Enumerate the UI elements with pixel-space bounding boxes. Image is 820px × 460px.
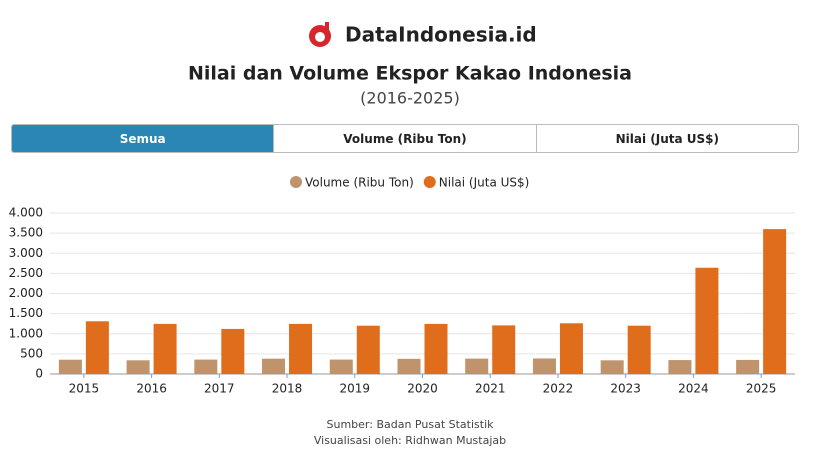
legend-label: Volume (Ribu Ton) [305,176,414,190]
bar [85,321,109,374]
tab[interactable]: Volume (Ribu Ton) [273,125,535,152]
bar [356,325,380,374]
y-tick-label: 4.000 [9,206,43,220]
bar [262,358,286,374]
bar [465,358,489,374]
bar [736,359,760,374]
bar [126,360,150,374]
legend-marker [423,176,436,188]
x-tick-label: 2019 [339,382,370,396]
bar [600,360,624,374]
bar [221,328,245,374]
legend-marker [290,176,302,188]
y-tick-label: 3.500 [9,226,43,240]
tab[interactable]: Semua [12,125,274,152]
x-tick-label: 2024 [678,382,709,396]
y-tick-label: 0 [35,367,43,381]
x-tick-label: 2023 [610,382,641,396]
bar [289,323,313,374]
y-tick-label: 1.000 [9,326,43,340]
bar [763,229,787,374]
bar [695,267,719,374]
tab[interactable]: Nilai (Juta US$) [535,125,798,152]
x-tick-label: 2016 [136,382,167,396]
y-tick-label: 3.000 [9,246,43,260]
bar [532,358,556,374]
bar [58,359,82,374]
y-tick-label: 2.000 [9,286,43,300]
bar [153,323,177,374]
bar [492,325,516,374]
x-tick-label: 2017 [204,382,235,396]
credit: Visualisasi oleh: Ridhwan Mustajab [314,434,506,447]
x-tick-label: 2022 [543,382,574,396]
bar [424,323,448,374]
bar [329,359,353,374]
brand: DataIndonesia.id [345,23,537,47]
logo [309,22,331,47]
y-tick-label: 1.500 [9,306,43,320]
x-tick-label: 2018 [272,382,303,396]
bar [559,323,583,374]
bar [627,325,651,374]
legend-label: Nilai (Juta US$) [439,176,530,190]
bar [668,360,692,374]
source: Sumber: Badan Pusat Statistik [327,418,495,431]
tab-bar: Semua Volume (Ribu Ton) Nilai (Juta US$) [11,124,799,153]
chart-title: Nilai dan Volume Ekspor Kakao Indonesia [188,63,632,85]
chart-subtitle: (2016-2025) [360,89,460,108]
x-tick-label: 2020 [407,382,438,396]
x-tick-label: 2025 [746,382,777,396]
y-tick-label: 500 [20,346,43,360]
bar [397,358,421,374]
y-tick-label: 2.500 [9,266,43,280]
bar [194,359,218,374]
x-tick-label: 2021 [475,382,506,396]
x-tick-label: 2015 [69,382,100,396]
